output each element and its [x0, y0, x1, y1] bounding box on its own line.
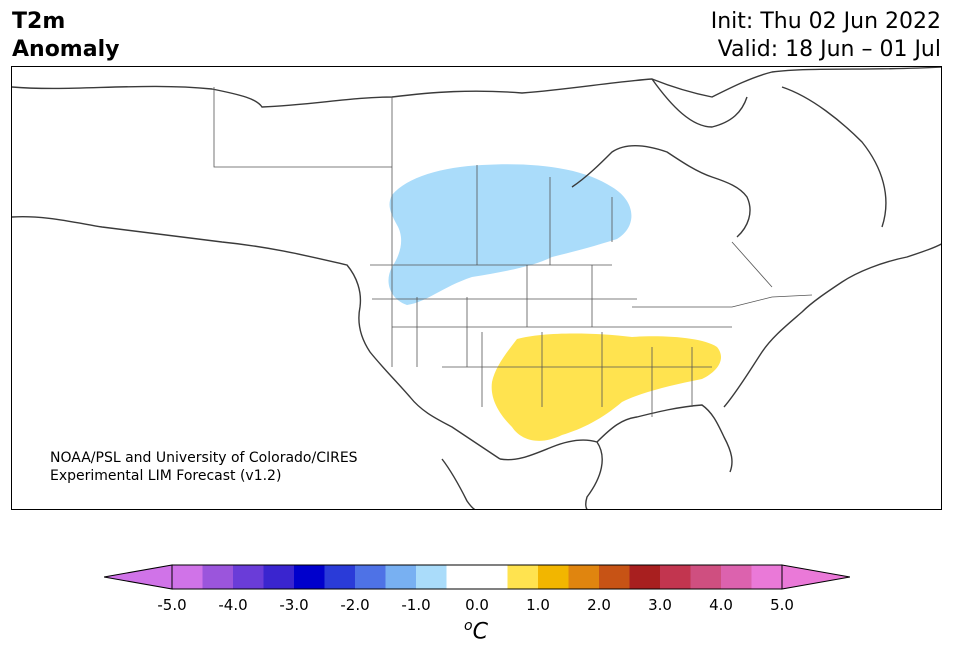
colorbar-segment: [660, 565, 691, 589]
forecast-dates: Init: Thu 02 Jun 2022 Valid: 18 Jun – 01…: [711, 8, 941, 64]
colorbar-segment: [385, 565, 417, 589]
colorbar-tick-label: -4.0: [218, 596, 248, 614]
colorbar-segment: [690, 565, 722, 589]
credit-line1: NOAA/PSL and University of Colorado/CIRE…: [50, 450, 358, 466]
colorbar-ticks: -5.0 -4.0 -3.0 -2.0 -1.0 0.0 1.0 2.0 3.0 4.0 5.0: [0, 596, 953, 616]
colorbar-tick-label: 3.0: [648, 596, 672, 614]
colorbar-segment: [172, 565, 203, 589]
credit-text: NOAA/PSL and University of Colorado/CIRE…: [50, 449, 358, 485]
map-panel: NOAA/PSL and University of Colorado/CIRE…: [11, 66, 942, 510]
colorbar-segment: [294, 565, 325, 589]
colorbar-tick-label: -1.0: [401, 596, 431, 614]
colorbar-segment: [263, 565, 295, 589]
colorbar-unit: oC: [464, 618, 488, 644]
colorbar-tick-label: -5.0: [157, 596, 187, 614]
plot-title: T2m Anomaly: [12, 8, 119, 64]
colorbar-segment: [599, 565, 630, 589]
cool-anomaly-region: [388, 164, 632, 305]
valid-range: Valid: 18 Jun – 01 Jul: [717, 37, 941, 62]
unit-degree: o: [464, 618, 473, 634]
colorbar-tick-label: -2.0: [340, 596, 370, 614]
colorbar: [104, 564, 850, 590]
north-america-map: [12, 67, 941, 509]
colorbar-tick-label: 4.0: [709, 596, 733, 614]
colorbar-segment: [507, 565, 539, 589]
colorbar-under-arrow: [104, 564, 173, 590]
colorbar-segment: [568, 565, 600, 589]
political-borders: [213, 87, 813, 417]
credit-line2: Experimental LIM Forecast (v1.2): [50, 468, 282, 484]
unit-label: C: [472, 619, 488, 645]
coastlines: [12, 67, 941, 509]
colorbar-segment: [233, 565, 264, 589]
colorbar-segment: [324, 565, 356, 589]
colorbar-tick-label: -3.0: [279, 596, 309, 614]
init-date: Init: Thu 02 Jun 2022: [710, 9, 941, 34]
colorbar-segment: [477, 565, 508, 589]
colorbar-segment: [721, 565, 752, 589]
colorbar-tick-label: 1.0: [526, 596, 550, 614]
colorbar-tick-label: 5.0: [770, 596, 794, 614]
colorbar-tick-label: 2.0: [587, 596, 611, 614]
title-variable-line1: T2m: [12, 9, 66, 34]
colorbar-segment: [202, 565, 234, 589]
colorbar-segment: [629, 565, 661, 589]
title-variable-line2: Anomaly: [12, 37, 120, 62]
colorbar-frame: [171, 564, 783, 590]
colorbar-over-arrow: [781, 564, 850, 590]
colorbar-tick-label: 0.0: [465, 596, 489, 614]
colorbar-segment: [446, 565, 478, 589]
colorbar-segment: [538, 565, 569, 589]
colorbar-segment: [355, 565, 386, 589]
colorbar-segment: [751, 565, 783, 589]
colorbar-segment: [416, 565, 447, 589]
warm-anomaly-region: [491, 333, 722, 441]
